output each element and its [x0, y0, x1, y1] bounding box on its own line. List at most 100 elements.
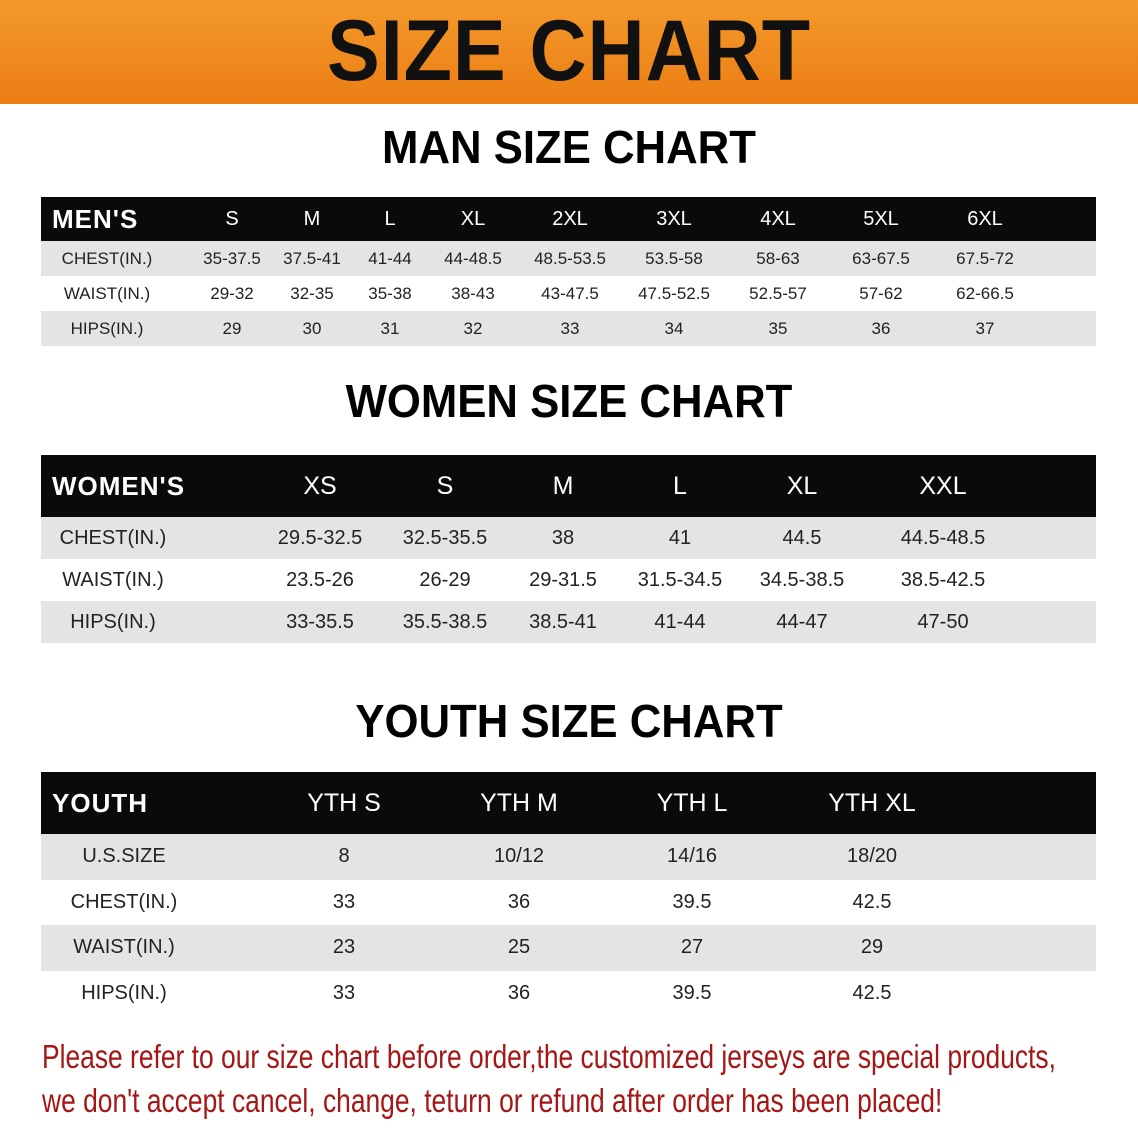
measure-label-cell: WAIST(IN.) — [63, 284, 151, 303]
table-cell: 33 — [332, 890, 356, 913]
table-title-cell: WOMEN'S — [52, 471, 186, 501]
youth-size-table: YOUTH YTH S YTH M YTH L YTH XL U.S.SIZE 8 10/12… — [41, 772, 1096, 1016]
table-cell: 42.5 — [852, 890, 892, 913]
table-cell: 38.5-42.5 — [900, 569, 986, 591]
table-cell: 41 — [668, 527, 692, 549]
table-cell: 42.5 — [852, 981, 892, 1004]
table-cell: 8 — [338, 845, 350, 867]
table-cell: 41-44 — [654, 611, 706, 633]
table-cell: 37 — [975, 319, 995, 338]
footer-notice-line-2: we don't accept cancel, change, teturn o… — [42, 1082, 943, 1119]
table-title-cell: MEN'S — [52, 204, 139, 234]
measure-label-cell: HIPS(IN.) — [70, 319, 144, 338]
table-cell: 36 — [507, 890, 531, 913]
measure-label-cell: HIPS(IN.) — [70, 611, 156, 633]
measure-label-cell: HIPS(IN.) — [81, 981, 167, 1004]
table-cell: 32.5-35.5 — [402, 527, 488, 549]
table-cell: 39.5 — [672, 890, 712, 913]
table-cell: 63-67.5 — [852, 249, 910, 268]
size-header-cell: YTH XL — [828, 789, 916, 817]
footer-notice-line-1: Please refer to our size chart before or… — [42, 1038, 1056, 1075]
table-cell: 14/16 — [666, 845, 718, 867]
table-row: CHEST(IN.) 35-37.5 37.5-41 41-44 44-48.5 48.5… — [41, 241, 1096, 276]
size-header-cell: YTH L — [656, 789, 728, 817]
table-cell: 32-35 — [290, 284, 334, 303]
size-header-cell: XL — [460, 208, 486, 230]
measure-label-cell: CHEST(IN.) — [61, 249, 153, 268]
table-cell: 33-35.5 — [286, 611, 354, 633]
table-cell: 44-47 — [776, 611, 828, 633]
table-cell: 57-62 — [859, 284, 903, 303]
men-size-table: MEN'S S M L XL 2XL 3XL 4XL 5XL 6XL CHEST(IN.) 35-37… — [41, 197, 1096, 346]
table-cell: 53.5-58 — [645, 249, 703, 268]
table-cell: 29-32 — [210, 284, 254, 303]
table-row: WAIST(IN.) 29-32 32-35 35-38 38-43 43-47.5 47.… — [41, 276, 1096, 311]
table-row: HIPS(IN.) 33 36 39.5 42.5 — [41, 970, 1096, 1016]
table-cell: 35-38 — [368, 284, 412, 303]
table-cell: 33 — [560, 319, 580, 338]
table-cell: 38.5-41 — [529, 611, 597, 633]
table-cell: 48.5-53.5 — [534, 249, 606, 268]
table-cell: 34 — [664, 319, 684, 338]
table-cell: 34.5-38.5 — [759, 569, 845, 591]
size-header-cell: M — [552, 472, 574, 500]
table-cell: 52.5-57 — [749, 284, 807, 303]
table-cell: 58-63 — [756, 249, 800, 268]
table-cell: 62-66.5 — [956, 284, 1014, 303]
men-section-title: MAN SIZE CHART — [382, 121, 756, 173]
size-header-cell: 2XL — [552, 208, 588, 230]
size-header-cell: YTH M — [480, 789, 558, 817]
table-cell: 29-31.5 — [529, 569, 597, 591]
table-cell: 25 — [507, 936, 531, 958]
size-header-cell: YTH S — [307, 789, 381, 817]
banner-title: SIZE CHART — [327, 3, 811, 99]
table-cell: 47-50 — [917, 611, 969, 633]
table-cell: 36 — [507, 981, 531, 1004]
measure-label-cell: WAIST(IN.) — [73, 936, 175, 958]
table-cell: 43-47.5 — [541, 284, 599, 303]
size-header-cell: L — [673, 472, 687, 500]
table-cell: 44.5 — [782, 527, 822, 549]
size-header-cell: 5XL — [863, 208, 899, 230]
table-header-row: YOUTH YTH S YTH M YTH L YTH XL — [41, 772, 1096, 834]
table-cell: 67.5-72 — [956, 249, 1014, 268]
table-cell: 35-37.5 — [203, 249, 261, 268]
table-cell: 41-44 — [368, 249, 412, 268]
table-cell: 31.5-34.5 — [637, 569, 723, 591]
table-cell: 44-48.5 — [444, 249, 502, 268]
table-row: HIPS(IN.) 33-35.5 35.5-38.5 38.5-41 41-44 44-… — [41, 601, 1096, 643]
table-cell: 35.5-38.5 — [402, 611, 488, 633]
youth-section-title: YOUTH SIZE CHART — [355, 695, 783, 747]
women-section-title: WOMEN SIZE CHART — [345, 375, 793, 427]
table-cell: 47.5-52.5 — [638, 284, 710, 303]
table-cell: 27 — [680, 936, 704, 958]
size-header-cell: XXL — [919, 472, 967, 500]
table-row: U.S.SIZE 8 10/12 14/16 18/20 — [41, 834, 1096, 880]
table-row: CHEST(IN.) 29.5-32.5 32.5-35.5 38 41 44.5 44.5… — [41, 517, 1096, 559]
table-cell: 32 — [463, 319, 483, 338]
table-cell: 26-29 — [419, 569, 471, 591]
measure-label-cell: CHEST(IN.) — [59, 527, 167, 549]
size-header-cell: L — [384, 208, 396, 230]
table-row: HIPS(IN.) 29 30 31 32 33 34 35 36 37 — [41, 311, 1096, 346]
table-cell: 33 — [332, 981, 356, 1004]
measure-label-cell: U.S.SIZE — [82, 845, 166, 867]
size-header-cell: M — [303, 208, 321, 230]
table-cell: 29.5-32.5 — [277, 527, 363, 549]
table-cell: 44.5-48.5 — [900, 527, 986, 549]
table-cell: 23 — [332, 936, 356, 958]
size-header-cell: S — [436, 472, 454, 500]
women-size-table: WOMEN'S XS S M L XL XXL CHEST(IN.) 29.5-32.5 32.5… — [41, 455, 1096, 643]
size-header-cell: XS — [303, 472, 337, 500]
measure-label-cell: CHEST(IN.) — [70, 890, 178, 913]
table-cell: 23.5-26 — [286, 569, 354, 591]
size-header-cell: XL — [786, 472, 818, 500]
table-title-cell: YOUTH — [52, 788, 148, 818]
table-cell: 29 — [222, 319, 242, 338]
table-header-row: MEN'S S M L XL 2XL 3XL 4XL 5XL 6XL — [41, 197, 1096, 241]
table-row: WAIST(IN.) 23 25 27 29 — [41, 925, 1096, 971]
table-row: WAIST(IN.) 23.5-26 26-29 29-31.5 31.5-34.5 34… — [41, 559, 1096, 601]
size-header-cell: 3XL — [656, 208, 692, 230]
table-row: CHEST(IN.) 33 36 39.5 42.5 — [41, 879, 1096, 925]
table-header-row: WOMEN'S XS S M L XL XXL — [41, 455, 1096, 517]
